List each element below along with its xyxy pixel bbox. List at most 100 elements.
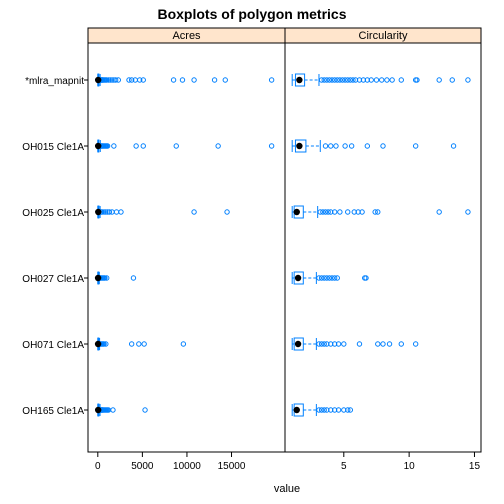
outlier-point [316,341,322,347]
box [293,337,304,351]
outlier-point [268,77,275,83]
outlier-point [318,341,325,347]
outlier-point [322,143,329,149]
outlier-point [318,407,325,413]
outlier-point [324,77,330,83]
outlier-point [335,341,342,347]
x-tick-label: 5000 [131,461,154,472]
group-label: OH165 Cle1A [22,406,84,417]
outlier-point [118,209,124,215]
outlier-point [268,143,275,149]
outlier-point [359,209,365,215]
median-point [296,142,303,150]
x-tick-label: 10000 [173,461,201,472]
outlier-point [317,209,323,215]
chart-title: Boxplots of polygon metrics [157,6,346,22]
outlier-point [380,341,386,347]
outlier-point [368,77,374,83]
x-tick-label: 0 [95,461,101,472]
outlier-point [364,143,371,149]
outlier-point [128,341,135,347]
x-tick-label: 5 [341,461,347,472]
outlier-point [345,77,351,83]
outlier-point [373,77,380,83]
outlier-point [449,77,455,83]
median-point [294,340,302,348]
outlier-point [211,77,218,83]
outlier-point [140,143,146,149]
x-axis-label: value [274,483,300,495]
outlier-point [321,275,327,281]
outlier-point [136,341,142,347]
outlier-point [384,77,390,83]
outlier-point [103,209,109,215]
boxplot-3 [94,271,137,285]
outlier-point [375,209,381,215]
outlier-point [334,275,340,281]
group-label: OH015 Cle1A [22,142,84,153]
outlier-point [126,77,132,83]
outlier-point [331,209,338,215]
outlier-point [321,341,327,347]
outlier-point [345,407,351,413]
outlier-point [329,275,335,281]
outlier-point [356,341,363,347]
outlier-point [112,77,119,83]
median-point [94,406,102,414]
outlier-point [109,77,115,83]
outlier-point [345,209,351,215]
outlier-point [128,77,135,83]
outlier-point [324,275,330,281]
outlier-point [326,275,333,281]
outlier-point [320,209,326,215]
outlier-point [101,209,107,215]
outlier-point [106,209,113,215]
outlier-point [180,341,187,347]
panel-acres: Acres 0 5000 10000 15000 [87,27,286,472]
outlier-point [191,209,197,215]
outlier-point [398,77,404,83]
outlier-point [331,275,338,281]
outlier-point [436,209,442,215]
outlier-point [342,143,348,149]
median-point [94,142,102,150]
median-point [293,208,300,216]
box [293,271,304,285]
outlier-point [104,77,110,83]
outlier-point [329,77,335,83]
outlier-point [318,275,325,281]
group-label: OH027 Cle1A [22,274,84,285]
boxplot-1 [291,139,457,153]
boxplot-2 [95,205,230,219]
outlier-point [363,275,369,281]
outlier-point [325,209,331,215]
box [294,73,306,87]
outlier-point [137,77,143,83]
median-point [95,208,102,216]
box [294,139,307,153]
outlier-point [412,341,419,347]
outlier-point [215,143,221,149]
outlier-point [191,77,197,83]
boxplot-2 [291,205,471,219]
outlier-point [173,143,179,149]
outlier-point [341,341,347,347]
outlier-point [224,209,230,215]
outlier-point [326,77,333,83]
outlier-point [339,77,346,83]
outlier-point [140,77,146,83]
outlier-point [321,77,327,83]
strip-label: Acres [172,30,201,42]
outlier-point [412,143,419,149]
outlier-point [102,275,108,281]
median-point [294,274,302,282]
boxplot-3 [291,271,369,285]
outlier-point [337,209,343,215]
boxplot-0 [94,73,275,87]
outlier-point [465,77,471,83]
x-tick-label: 15 [469,461,481,472]
outlier-point [103,341,109,347]
outlier-point [335,407,342,413]
median-point [293,406,300,414]
